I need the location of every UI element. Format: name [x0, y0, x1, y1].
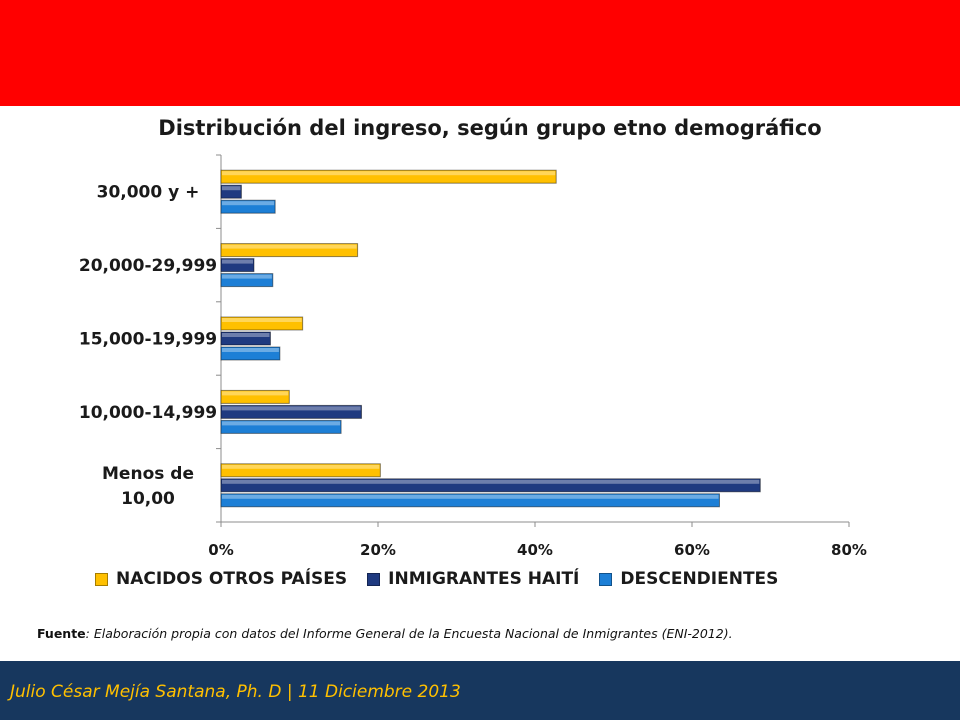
x-tick-label: 40% — [517, 541, 553, 559]
legend-swatch-descendientes — [599, 572, 613, 586]
source-text: : Elaboración propia con datos del Infor… — [85, 626, 733, 641]
y-tick-label: 10,00 — [121, 489, 175, 509]
legend-label-nacidos: NACIDOS OTROS PAÍSES — [116, 569, 348, 589]
bar-highlight — [222, 201, 275, 206]
legend-item-haiti: INMIGRANTES HAITÍ — [367, 569, 579, 589]
bar — [220, 346, 281, 361]
y-tick-label: 15,000-19,999 — [79, 330, 217, 350]
y-tick-label: 10,000-14,999 — [79, 403, 217, 423]
y-tick-label: 20,000-29,999 — [79, 256, 217, 276]
footer-band — [0, 661, 960, 720]
bar-highlight — [222, 391, 289, 396]
bar-highlight — [222, 171, 556, 176]
bar-highlight — [222, 464, 380, 469]
bar — [220, 243, 359, 258]
bar-highlight — [222, 479, 760, 484]
bar — [220, 258, 255, 273]
bar-highlight — [222, 318, 302, 322]
source-label: Fuente — [37, 626, 86, 641]
bar — [220, 316, 304, 331]
x-tick-label: 0% — [208, 541, 233, 559]
header-band — [0, 0, 960, 106]
bar-highlight — [222, 244, 357, 249]
bar — [220, 184, 242, 199]
footer-author-date: Julio César Mejía Santana, Ph. D | 11 Di… — [10, 682, 461, 702]
chart-legend: NACIDOS OTROS PAÍSES INMIGRANTES HAITÍ D… — [95, 569, 798, 589]
bar-highlight — [222, 406, 361, 411]
bar — [220, 199, 276, 214]
bar-highlight — [222, 348, 279, 352]
bar — [220, 169, 557, 184]
legend-label-descendientes: DESCENDIENTES — [620, 569, 779, 589]
legend-label-haiti: INMIGRANTES HAITÍ — [388, 569, 580, 589]
legend-item-nacidos: NACIDOS OTROS PAÍSES — [95, 569, 347, 589]
x-tick-label: 20% — [360, 541, 396, 559]
bar — [220, 273, 274, 288]
legend-item-descendientes: DESCENDIENTES — [599, 569, 778, 589]
bar-highlight — [222, 259, 253, 264]
bar-highlight — [222, 421, 341, 426]
bar — [220, 463, 381, 478]
y-tick-label: Menos de — [102, 464, 194, 484]
bar — [220, 493, 720, 508]
bar — [220, 404, 363, 419]
bar-highlight — [222, 333, 270, 337]
bar-highlight — [222, 186, 241, 191]
x-tick-label: 60% — [674, 541, 710, 559]
legend-swatch-haiti — [367, 572, 381, 586]
bar — [220, 478, 761, 493]
source-note: Fuente: Elaboración propia con datos del… — [37, 626, 733, 641]
legend-swatch-nacidos — [95, 572, 108, 586]
bar-highlight — [222, 274, 272, 279]
bar — [220, 419, 342, 434]
bar — [220, 331, 271, 346]
y-tick-label: 30,000 y + — [97, 183, 200, 203]
bar — [220, 389, 290, 404]
bar-chart: 0% 20% 40% 60% 80% Menos de 10,00 10,000-14,999… — [79, 154, 867, 559]
bar-highlight — [222, 494, 719, 499]
x-tick-label: 80% — [831, 541, 867, 559]
chart-title: Distribución del ingreso, según grupo et… — [158, 116, 822, 140]
